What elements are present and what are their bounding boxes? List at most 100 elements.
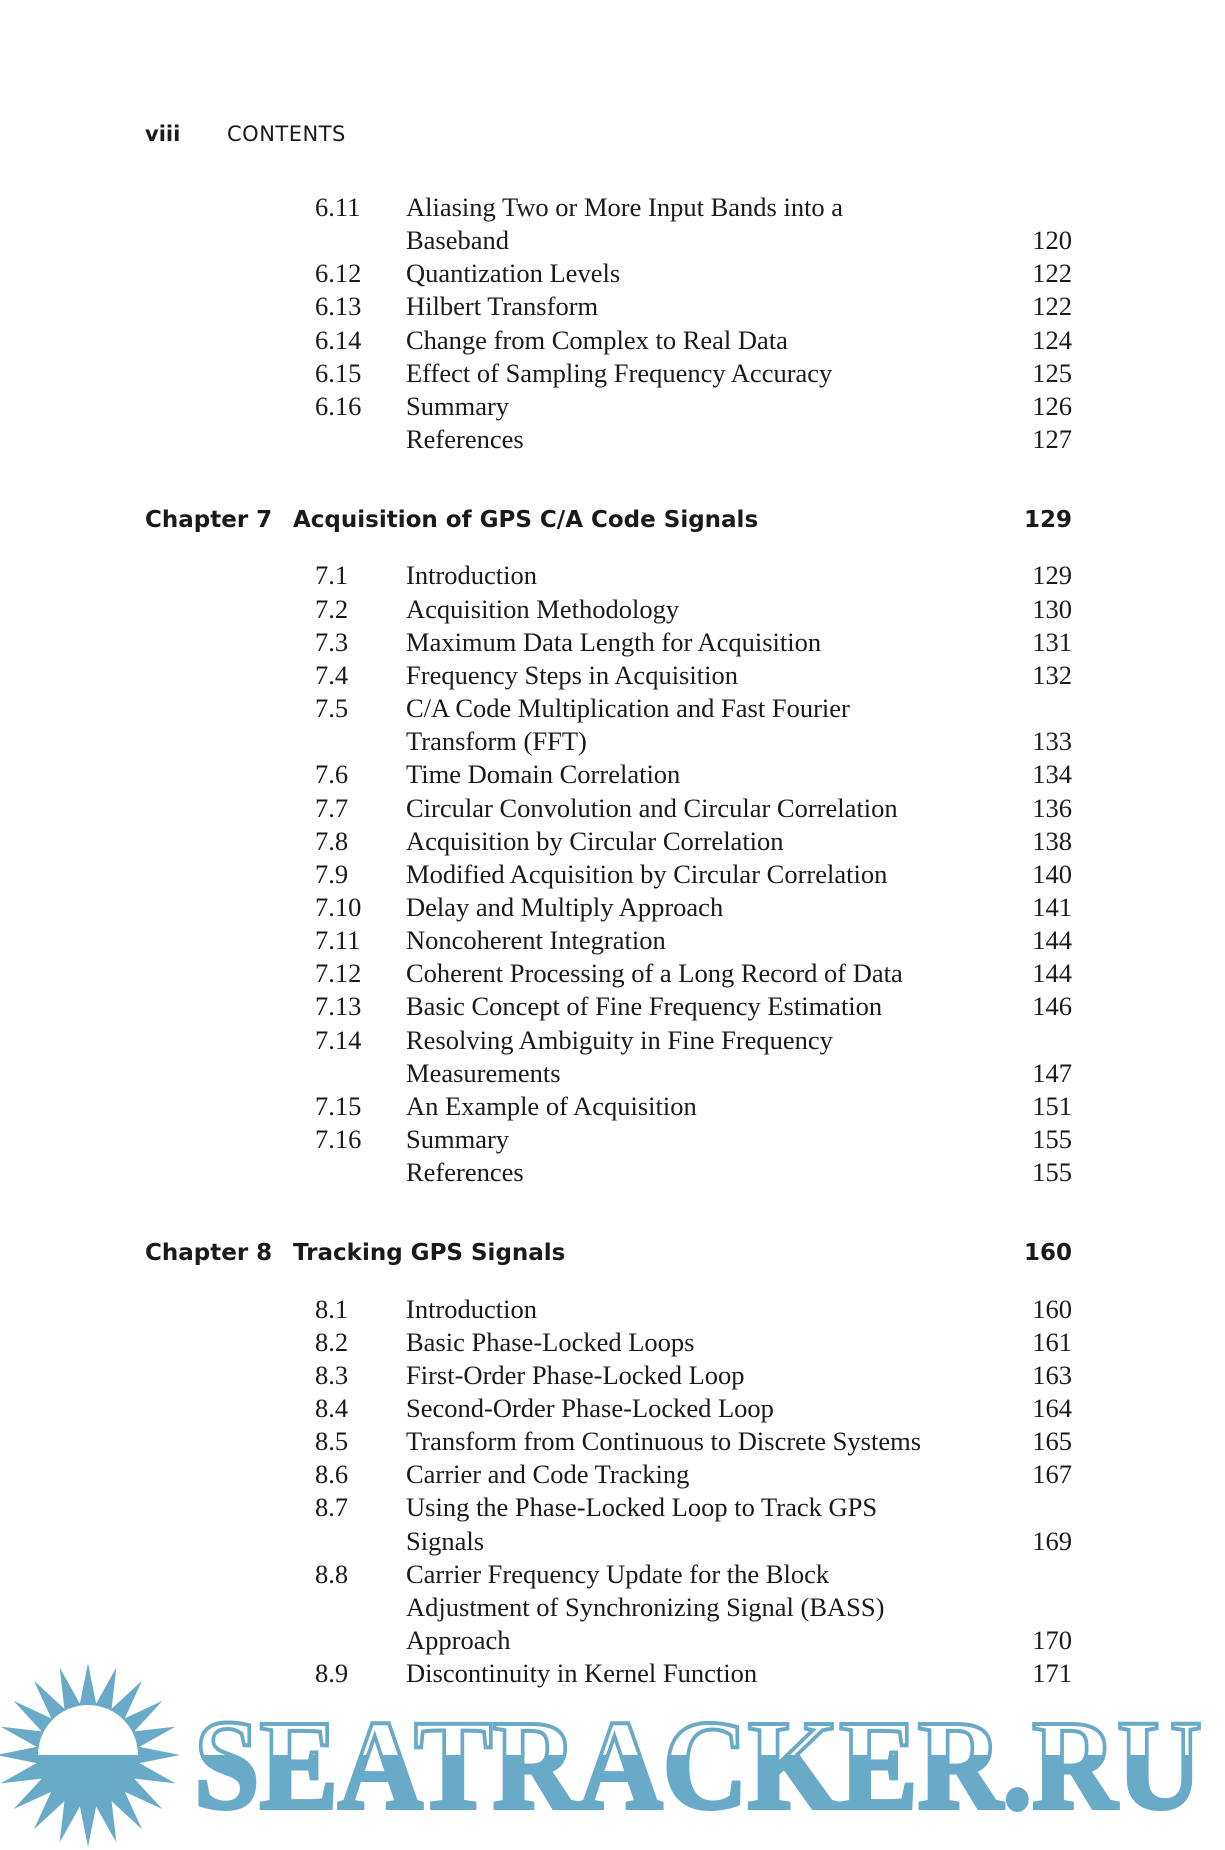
page-ref: 129 [1032,560,1072,591]
toc-entry[interactable]: 7.16 Summary 155 [0,1123,1225,1156]
toc-entry[interactable]: 7.3 Maximum Data Length for Acquisition 13… [0,626,1225,659]
page-number: viii [145,122,181,146]
toc-entry[interactable]: 7.8 Acquisition by Circular Correlation 13… [0,825,1225,858]
running-head: CONTENTS [227,122,346,146]
title-line: First-Order Phase-Locked Loop [406,1359,745,1390]
page-ref: 151 [1032,1090,1072,1121]
toc-entry[interactable]: References 155 [0,1156,1225,1189]
page-ref: 155 [1032,1124,1072,1155]
toc-entry[interactable]: 8.1 Introduction 160 [0,1293,1225,1326]
toc-entry[interactable]: 6.11 Aliasing Two or More Input Bands int… [0,191,1225,257]
page-ref: 160 [1032,1293,1072,1324]
toc-entry[interactable]: 7.15 An Example of Acquisition 151 [0,1090,1225,1123]
toc-entry[interactable]: 8.4 Second-Order Phase-Locked Loop 164 [0,1392,1225,1425]
section-number: 7.13 [315,991,362,1022]
page-ref: 130 [1032,593,1072,624]
section-number: 7.16 [315,1124,362,1155]
toc-entry[interactable]: 6.15 Effect of Sampling Frequency Accurac… [0,357,1225,390]
toc-entry[interactable]: 6.13 Hilbert Transform 122 [0,290,1225,323]
title-line: Maximum Data Length for Acquisition [406,626,822,657]
chapter-heading[interactable]: Chapter 8 Tracking GPS Signals 160 [0,1237,1225,1270]
section-title: Circular Convolution and Circular Correl… [406,792,1006,825]
section-number: 8.9 [315,1658,349,1689]
toc-entry[interactable]: 7.4 Frequency Steps in Acquisition 132 [0,659,1225,692]
toc-entry[interactable]: 8.6 Carrier and Code Tracking 167 [0,1458,1225,1491]
watermark: SEATRACKER.RU [0,1663,1204,1847]
title-line: Adjustment of Synchronizing Signal (BASS… [406,1591,885,1622]
toc-entry[interactable]: 7.13 Basic Concept of Fine Frequency Esti… [0,990,1225,1023]
section-number: 7.1 [315,560,349,591]
section-title: Using the Phase-Locked Loop to Track GPS… [406,1491,1006,1557]
section-number: 6.16 [315,390,362,421]
title-line: Signals [406,1525,485,1556]
toc-entry[interactable]: 8.9 Discontinuity in Kernel Function 171 [0,1657,1225,1690]
section-number: 7.5 [315,693,349,724]
page-ref: 164 [1032,1393,1072,1423]
chapter-title: Acquisition of GPS C/A Code Signals [293,507,759,534]
title-line: Introduction [406,560,537,591]
toc-entry[interactable]: 7.6 Time Domain Correlation 134 [0,758,1225,791]
toc-entry[interactable]: 7.1 Introduction 129 [0,559,1225,592]
toc-entry[interactable]: 6.14 Change from Complex to Real Data 124 [0,324,1225,357]
toc-entry[interactable]: 8.3 First-Order Phase-Locked Loop 163 [0,1359,1225,1392]
toc-entry[interactable]: 6.16 Summary 126 [0,390,1225,423]
title-line: Transform (FFT) [406,726,587,757]
section-number: 7.8 [315,825,349,856]
section-number: 6.11 [315,192,361,222]
section-number: 8.6 [315,1459,349,1490]
toc-entry[interactable]: 8.2 Basic Phase-Locked Loops 161 [0,1326,1225,1359]
section-number: 7.10 [315,891,362,922]
title-line: Coherent Processing of a Long Record of … [406,958,903,989]
toc-entry[interactable]: 8.7 Using the Phase-Locked Loop to Track … [0,1491,1225,1557]
title-line: Quantization Levels [406,258,621,289]
page-ref: 120 [1032,225,1072,256]
running-header: viii CONTENTS [145,122,346,146]
chapter-label: Chapter 7 [145,507,273,534]
toc-entry[interactable]: 7.14 Resolving Ambiguity in Fine Frequenc… [0,1024,1225,1090]
toc-entry[interactable]: 7.9 Modified Acquisition by Circular Corr… [0,858,1225,891]
toc-entry[interactable]: References 127 [0,423,1225,456]
section-title: Effect of Sampling Frequency Accuracy [406,357,1006,390]
page-ref: 144 [1032,958,1072,989]
toc-entry[interactable]: 7.10 Delay and Multiply Approach 141 [0,891,1225,924]
section-title: C/A Code Multiplication and Fast Fourier… [406,692,1006,758]
toc-section: 6.11 Aliasing Two or More Input Bands int… [0,191,1225,456]
title-line: Aliasing Two or More Input Bands into a [406,192,844,222]
section-number: 7.7 [315,792,349,823]
page-ref: 126 [1032,390,1072,421]
page-ref: 170 [1032,1625,1072,1656]
toc-entry[interactable]: 8.5 Transform from Continuous to Discrete… [0,1425,1225,1458]
section-title: Introduction [406,559,1006,592]
toc-entry[interactable]: 7.2 Acquisition Methodology 130 [0,593,1225,626]
title-line: Introduction [406,1293,537,1324]
page-ref: 169 [1032,1525,1072,1556]
page-ref: 171 [1032,1658,1072,1689]
toc-entry[interactable]: 6.12 Quantization Levels 122 [0,257,1225,290]
section-title: Noncoherent Integration [406,924,1006,957]
toc-entry[interactable]: 7.11 Noncoherent Integration 144 [0,924,1225,957]
section-title: Second-Order Phase-Locked Loop [406,1392,1006,1425]
page-ref: 124 [1032,324,1072,355]
section-number [315,1156,406,1189]
title-line: Basic Phase-Locked Loops [406,1326,695,1357]
toc-entry[interactable]: 7.12 Coherent Processing of a Long Record… [0,957,1225,990]
page-ref: 161 [1032,1326,1072,1357]
toc-entry[interactable]: 8.8 Carrier Frequency Update for the Bloc… [0,1558,1225,1657]
page-ref: 163 [1032,1359,1072,1390]
page-ref: 131 [1032,626,1072,657]
title-line: An Example of Acquisition [406,1090,697,1121]
title-line: Summary [406,390,510,421]
toc-entry[interactable]: 7.7 Circular Convolution and Circular Cor… [0,792,1225,825]
section-number: 7.3 [315,626,349,657]
chapter-heading[interactable]: Chapter 7 Acquisition of GPS C/A Code Sig… [0,504,1225,537]
section-title: Basic Concept of Fine Frequency Estimati… [406,990,1006,1023]
toc-entry[interactable]: 7.5 C/A Code Multiplication and Fast Four… [0,692,1225,758]
section-title: Carrier Frequency Update for the Block Ad… [406,1558,1006,1657]
section-number: 7.12 [315,958,362,989]
section-number: 8.2 [315,1326,349,1357]
section-number: 7.9 [315,858,349,889]
section-title: Hilbert Transform [406,290,1006,323]
title-line: Frequency Steps in Acquisition [406,659,738,690]
title-line: Carrier Frequency Update for the Block [406,1558,830,1589]
section-title: Quantization Levels [406,257,1006,290]
